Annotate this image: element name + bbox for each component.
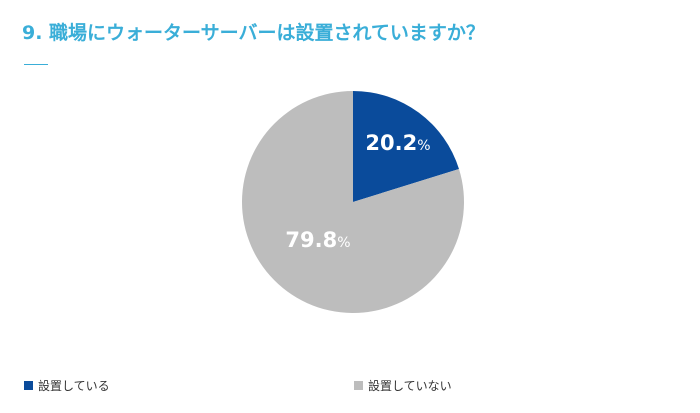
title-underline [24, 64, 48, 65]
legend-label: 設置している [38, 379, 110, 393]
legend-item-1: 設置していない [354, 377, 452, 394]
legend-swatch [24, 381, 33, 390]
legend-label: 設置していない [368, 379, 452, 393]
legend-item-0: 設置している [24, 377, 110, 394]
chart-title: 9. 職場にウォーターサーバーは設置されていますか？ [22, 22, 485, 44]
legend-swatch [354, 381, 363, 390]
pie-slice-0 [353, 91, 459, 202]
data-label-1: 79.8% [285, 228, 350, 252]
pie-slice-1 [241, 91, 464, 313]
